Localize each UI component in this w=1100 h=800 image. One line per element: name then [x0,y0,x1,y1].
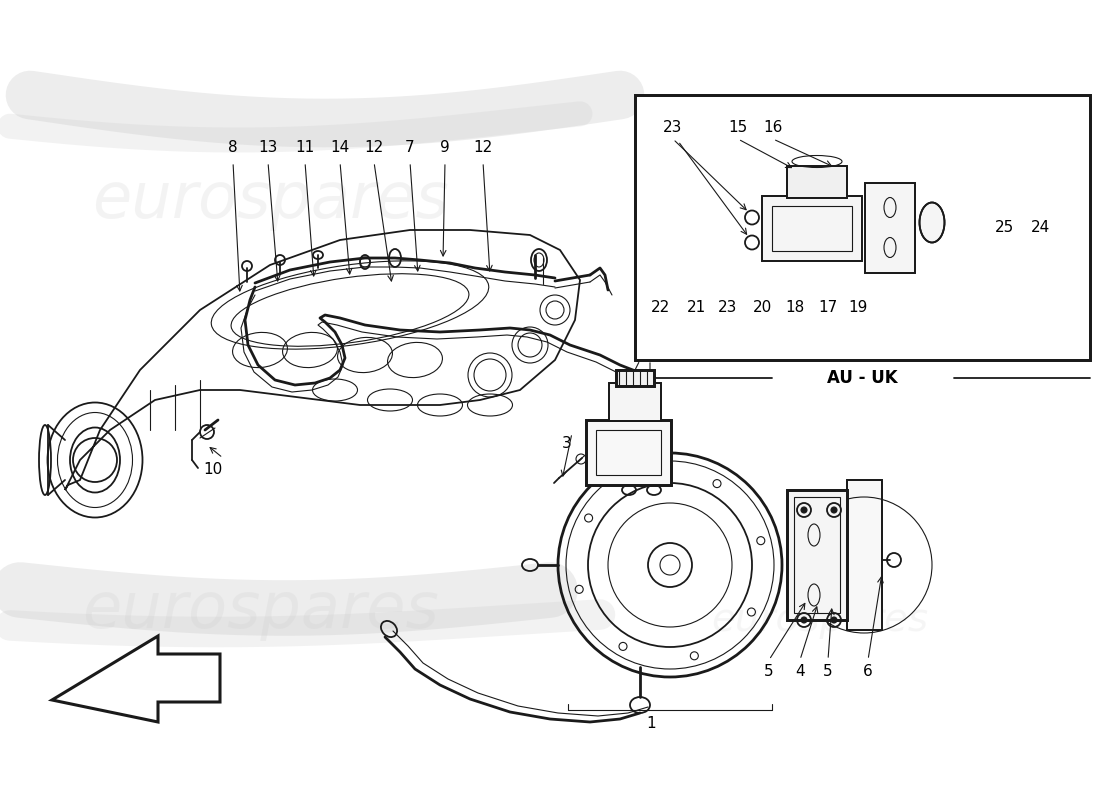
Text: 2: 2 [640,341,650,355]
Text: 11: 11 [296,141,315,155]
Bar [847,480,882,630]
Bar [786,166,847,198]
Text: 4: 4 [795,665,805,679]
Text: 13: 13 [258,141,277,155]
Bar [786,490,847,620]
Text: 14: 14 [330,141,350,155]
Text: 5: 5 [823,665,833,679]
Bar [786,166,847,198]
Text: 25: 25 [996,221,1014,235]
Bar [596,430,661,475]
Text: 8: 8 [228,141,238,155]
Text: 3: 3 [562,435,572,450]
Text: 21: 21 [686,301,705,315]
Bar [616,370,654,386]
Bar [865,182,915,273]
Bar [609,383,661,421]
Text: 5: 5 [764,665,773,679]
Text: 9: 9 [440,141,450,155]
Circle shape [830,617,837,623]
Text: eurospares: eurospares [91,169,449,231]
Ellipse shape [920,202,945,242]
Text: eurospares: eurospares [81,579,439,641]
Text: 20: 20 [752,301,771,315]
Bar [635,95,1090,360]
Bar [772,206,852,250]
Text: 15: 15 [728,119,748,134]
Text: 22: 22 [651,301,671,315]
Text: 23: 23 [663,119,683,134]
Circle shape [801,507,807,513]
Bar [616,370,654,386]
Bar [786,490,847,620]
Text: 18: 18 [785,301,804,315]
Bar [609,383,661,421]
Text: 19: 19 [848,301,868,315]
Text: 16: 16 [763,119,783,134]
Text: 12: 12 [364,141,384,155]
Polygon shape [65,230,580,490]
Bar [847,480,882,630]
Bar [635,95,1090,360]
Bar [762,195,862,261]
Text: 12: 12 [473,141,493,155]
Polygon shape [52,636,220,722]
Bar [586,420,671,485]
Text: 1: 1 [646,715,656,730]
Text: 10: 10 [204,462,222,478]
Circle shape [830,507,837,513]
Text: AU - UK: AU - UK [827,369,898,387]
Text: 17: 17 [818,301,837,315]
Bar [794,497,840,613]
Circle shape [801,617,807,623]
Text: eurospares: eurospares [712,601,928,639]
Bar [762,195,862,261]
Text: 6: 6 [864,665,873,679]
Text: 23: 23 [718,301,738,315]
Bar [586,420,671,485]
Bar [865,182,915,273]
Text: 24: 24 [1031,221,1049,235]
Text: 7: 7 [405,141,415,155]
